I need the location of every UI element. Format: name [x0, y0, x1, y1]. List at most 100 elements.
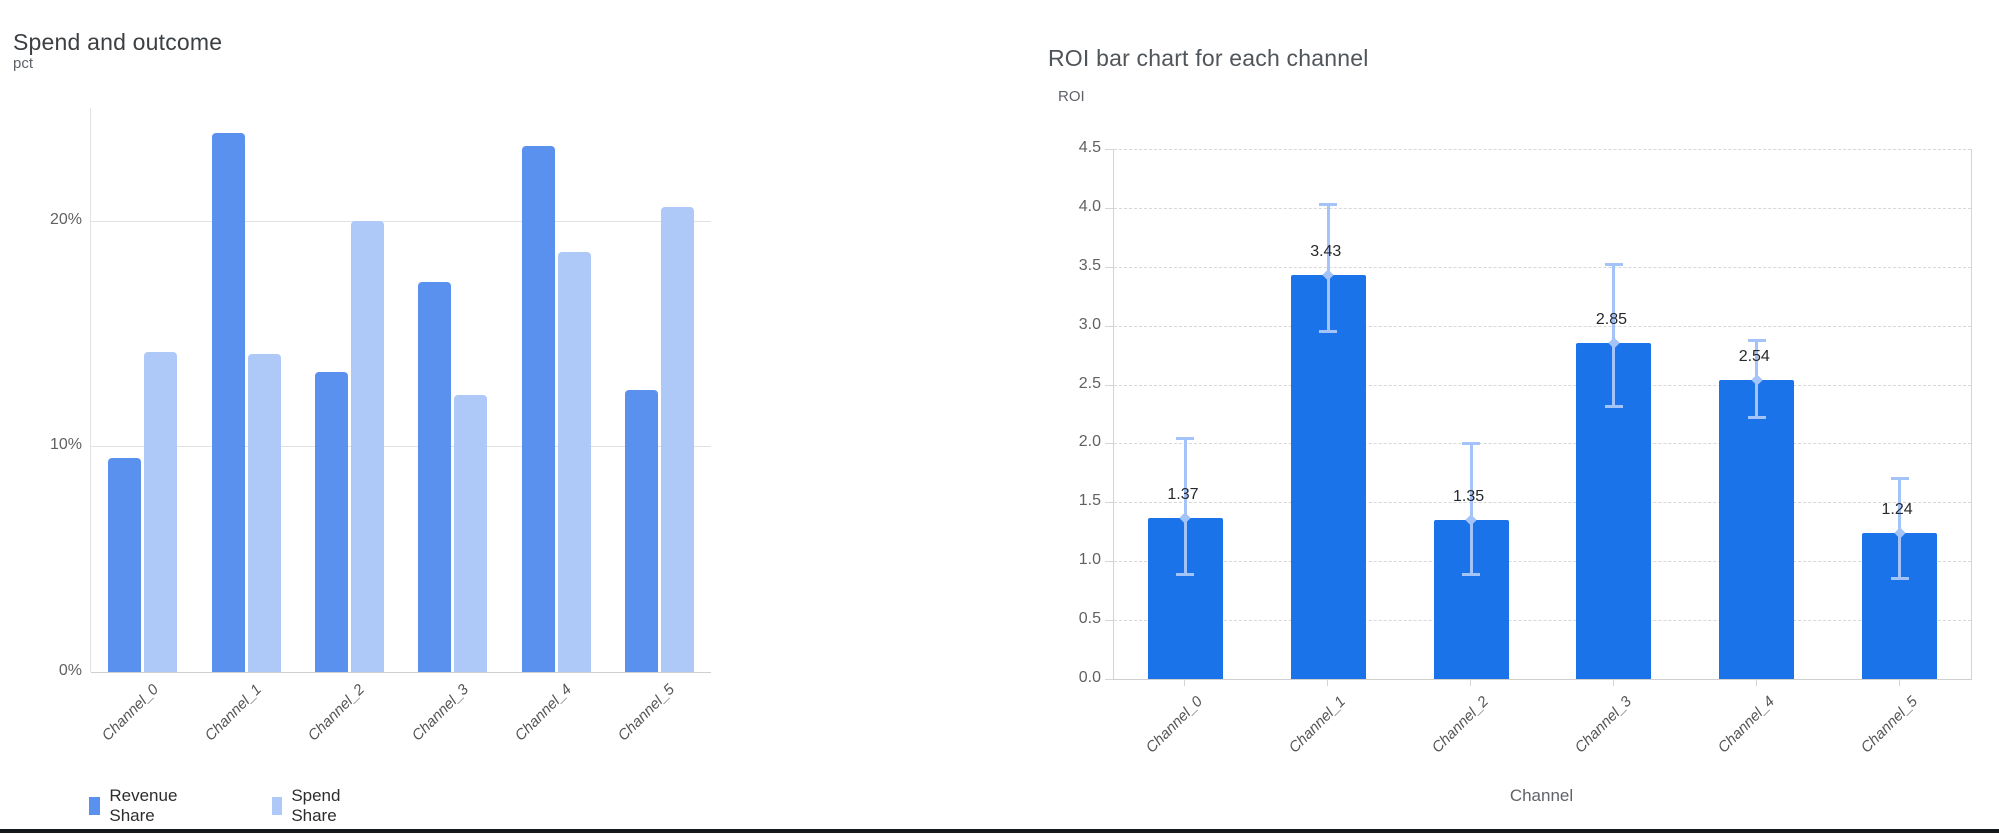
y-tick-mark-1.5 [1105, 502, 1113, 504]
error-bar-line-Channel_1 [1326, 204, 1330, 332]
y-tick-label-0%: 0% [58, 662, 82, 679]
error-bar-cap-top-Channel_3 [1604, 263, 1623, 267]
x-axis-label-Channel_3: Channel_3 [1571, 693, 1635, 757]
x-tick-mark-Channel_4 [1755, 679, 1757, 686]
bar-Channel_4-roi[interactable] [1719, 379, 1795, 679]
error-bar-cap-bottom-Channel_1 [1319, 329, 1338, 333]
y-tick-mark-4.0 [1105, 207, 1113, 209]
gridline-3.0 [1114, 325, 1971, 327]
bar-Channel_0-spend-share[interactable] [144, 351, 178, 672]
roi-chart-title: ROI bar chart for each channel [1048, 45, 1369, 72]
error-bar-cap-top-Channel_5 [1890, 476, 1909, 480]
error-bar-cap-top-Channel_1 [1319, 203, 1338, 207]
y-tick-label-20%: 20% [49, 210, 82, 228]
x-tick-mark-Channel_1 [1327, 679, 1329, 686]
y-tick-mark-4.5 [1105, 149, 1113, 150]
gridline-0% [91, 672, 711, 673]
x-axis-label-Channel_0: Channel_0 [98, 681, 162, 745]
y-tick-label-0.0: 0.0 [1078, 669, 1101, 686]
error-bar-line-Channel_2 [1469, 443, 1473, 576]
x-axis-label-Channel_3: Channel_3 [408, 681, 472, 745]
bar-value-label-Channel_4: 2.54 [1738, 347, 1770, 365]
left-plot-area [90, 108, 711, 673]
gridline-3.5 [1114, 266, 1971, 268]
error-bar-cap-bottom-Channel_4 [1747, 415, 1766, 419]
y-tick-label-3.5: 3.5 [1078, 256, 1101, 274]
legend-swatch-revenue-share-icon [89, 797, 101, 815]
bar-Channel_5-spend-share[interactable] [660, 207, 694, 672]
error-bar-cap-bottom-Channel_2 [1462, 573, 1481, 577]
legend-label-spend-share: Spend Share [291, 786, 341, 825]
spend-outcome-chart-title: Spend and outcome [13, 29, 223, 56]
bar-Channel_1-roi[interactable] [1290, 275, 1366, 679]
y-tick-mark-3.0 [1105, 325, 1113, 327]
y-tick-mark-1.0 [1105, 561, 1113, 563]
legend-item-revenue-share: Revenue Share [89, 786, 184, 826]
x-tick-mark-Channel_5 [1898, 679, 1900, 686]
bar-Channel_1-spend-share[interactable] [247, 353, 281, 672]
error-bar-cap-bottom-Channel_3 [1604, 404, 1623, 408]
gridline-20% [91, 220, 711, 222]
gridline-1.0 [1114, 561, 1971, 563]
error-bar-cap-top-Channel_0 [1176, 436, 1195, 440]
bar-Channel_3-revenue-share[interactable] [418, 281, 452, 672]
y-tick-label-2.0: 2.0 [1078, 433, 1101, 451]
x-axis-label-Channel_0: Channel_0 [1143, 693, 1207, 757]
bar-value-label-Channel_3: 2.85 [1595, 311, 1627, 329]
bar-Channel_4-revenue-share[interactable] [521, 146, 555, 672]
x-axis-label-Channel_2: Channel_2 [305, 681, 369, 745]
bar-Channel_5-revenue-share[interactable] [624, 390, 658, 672]
x-tick-mark-Channel_3 [1612, 679, 1614, 686]
bar-value-label-Channel_0: 1.37 [1167, 485, 1199, 503]
bar-value-label-Channel_5: 1.24 [1881, 500, 1913, 518]
y-tick-mark-0.5 [1105, 620, 1113, 622]
x-axis-label-Channel_5: Channel_5 [615, 681, 679, 745]
bar-value-label-Channel_1: 3.43 [1310, 243, 1342, 261]
legend-swatch-spend-share-icon [272, 797, 283, 815]
y-tick-label-3.0: 3.0 [1078, 315, 1101, 333]
bottom-border-rule [0, 829, 1999, 833]
gridline-0.5 [1114, 620, 1971, 622]
y-tick-label-4.0: 4.0 [1078, 197, 1101, 215]
y-tick-label-1.0: 1.0 [1078, 551, 1101, 569]
x-axis-label-Channel_5: Channel_5 [1857, 693, 1921, 757]
y-tick-label-1.5: 1.5 [1078, 492, 1101, 510]
right-x-axis-title: Channel [1509, 786, 1574, 805]
x-axis-label-Channel_2: Channel_2 [1428, 693, 1493, 757]
y-tick-label-2.5: 2.5 [1078, 374, 1101, 392]
error-bar-cap-top-Channel_4 [1747, 338, 1766, 342]
y-tick-label-0.5: 0.5 [1078, 610, 1101, 628]
bar-value-label-Channel_2: 1.35 [1453, 488, 1485, 505]
x-tick-mark-Channel_2 [1470, 679, 1472, 686]
legend-item-spend-share: Spend Share [272, 786, 348, 826]
x-axis-label-Channel_1: Channel_1 [1285, 693, 1350, 757]
right-y-axis-unit-label: ROI [1058, 88, 1085, 105]
error-bar-line-Channel_0 [1183, 437, 1187, 576]
error-bar-cap-bottom-Channel_0 [1176, 573, 1195, 577]
y-tick-label-4.5: 4.5 [1078, 139, 1101, 156]
gridline-2.0 [1114, 443, 1971, 445]
bar-Channel_3-spend-share[interactable] [454, 394, 488, 672]
x-axis-label-Channel_1: Channel_1 [201, 681, 266, 745]
x-tick-mark-Channel_0 [1184, 679, 1186, 686]
right-plot-area: 1.37 3.43 1.35 2.85 2.54 1.24 [1113, 149, 1972, 680]
gridline-4.0 [1114, 207, 1971, 209]
gridline-1.5 [1114, 502, 1971, 504]
y-tick-mark-2.0 [1105, 443, 1113, 445]
y-tick-label-10%: 10% [49, 436, 82, 454]
x-axis-label-Channel_4: Channel_4 [511, 681, 576, 745]
bar-Channel_4-spend-share[interactable] [557, 252, 591, 672]
y-tick-mark-2.5 [1105, 384, 1113, 386]
bar-Channel_0-revenue-share[interactable] [108, 457, 142, 672]
error-bar-cap-top-Channel_2 [1462, 442, 1481, 446]
x-axis-label-Channel_4: Channel_4 [1714, 693, 1778, 757]
error-bar-cap-bottom-Channel_5 [1890, 576, 1909, 580]
y-tick-mark-3.5 [1105, 266, 1113, 268]
bar-Channel_2-revenue-share[interactable] [314, 371, 348, 672]
y-tick-mark-0.0 [1105, 679, 1113, 680]
gridline-4.5 [1114, 149, 1971, 150]
gridline-10% [91, 446, 711, 448]
bar-Channel_1-revenue-share[interactable] [211, 132, 245, 672]
bar-Channel_2-spend-share[interactable] [350, 220, 384, 672]
